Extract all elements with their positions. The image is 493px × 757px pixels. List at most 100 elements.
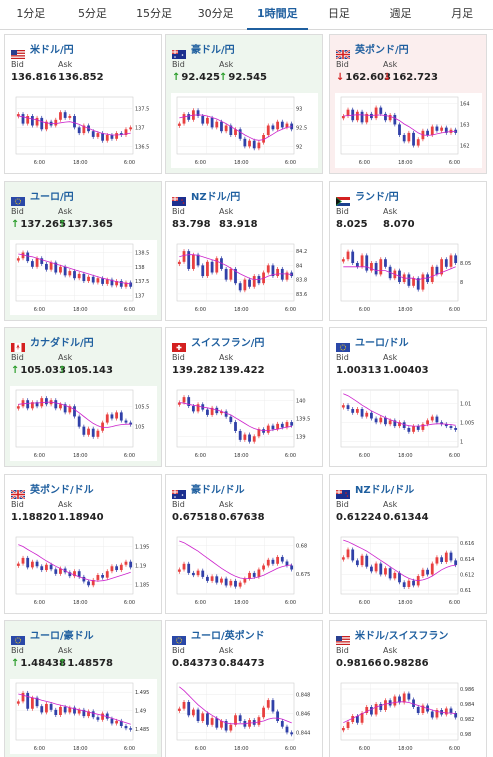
price-chart[interactable]: 105.5 105 6:00 18:00 6:00 xyxy=(10,386,157,461)
tab-8[interactable]: 月足 xyxy=(451,7,474,20)
candle-body xyxy=(355,111,359,121)
candle-body xyxy=(40,117,44,130)
x-tick-label: 6:00 xyxy=(34,453,45,459)
ask-label: Ask xyxy=(58,646,73,655)
candle-body xyxy=(177,123,181,126)
y-tick-label: 137.5 xyxy=(135,106,149,112)
candle-body xyxy=(45,564,48,571)
quote-card[interactable]: 英ポンド/円 Bid Ask ↓162.603 ↓162.723 164 163 162 6:0… xyxy=(329,34,487,174)
candle-body xyxy=(365,113,369,123)
candle-body xyxy=(407,274,411,286)
ask-label: Ask xyxy=(219,60,234,69)
bid-price: 1.00313 xyxy=(336,365,382,376)
candle-body xyxy=(430,563,434,575)
price-chart[interactable]: 0.68 0.675 6:00 18:00 6:00 xyxy=(171,533,318,608)
pair-name-link[interactable]: ユーロ/豪ドル xyxy=(30,631,94,642)
candle-body xyxy=(252,436,256,442)
quote-card[interactable]: 米ドル/スイスフラン Bid Ask 0.98166 0.98286 0.986 0.984… xyxy=(329,620,487,757)
pair-name-link[interactable]: NZドル/円 xyxy=(191,192,241,203)
pair-name-link[interactable]: ユーロ/ドル xyxy=(355,338,409,349)
pair-name-link[interactable]: ユーロ/英ポンド xyxy=(191,631,265,642)
tab-3[interactable]: 15分足 xyxy=(136,7,173,20)
pair-name-link[interactable]: 英ポンド/ドル xyxy=(30,485,94,496)
price-chart[interactable]: 0.986 0.984 0.982 0.98 6:00 18:00 6:00 xyxy=(335,679,482,754)
pair-name-link[interactable]: 豪ドル/ドル xyxy=(191,485,245,496)
price-chart[interactable]: 0.616 0.614 0.612 0.61 6:00 18:00 6:00 xyxy=(335,533,482,608)
candle-body xyxy=(407,132,411,142)
price-chart[interactable]: 1.01 1.005 1 6:00 18:00 6:00 xyxy=(335,386,482,461)
quote-card[interactable]: 豪ドル/ドル Bid Ask 0.67518 0.67638 0.68 0.675 6:00 1… xyxy=(165,474,323,614)
x-tick-label: 18:00 xyxy=(398,307,412,313)
price-chart[interactable]: 93 92.5 92 6:00 18:00 6:00 xyxy=(171,93,318,168)
bid-value: 1.18820 xyxy=(11,512,57,523)
quote-card[interactable]: NZドル/ドル Bid Ask 0.61224 0.61344 0.616 0.614 0.6… xyxy=(329,474,487,614)
quote-card[interactable]: スイスフラン/円 Bid Ask 139.282 139.422 140 139.5 139 6… xyxy=(165,327,323,467)
candle-body xyxy=(402,422,406,428)
quote-card[interactable]: ユーロ/ドル Bid Ask 1.00313 1.00403 1.01 1.005 1 6:00… xyxy=(329,327,487,467)
pair-name-link[interactable]: 英ポンド/円 xyxy=(355,45,409,56)
tab-5[interactable]: 1時間足 xyxy=(246,0,309,30)
quote-card[interactable]: ユーロ/英ポンド Bid Ask 0.84373 0.84473 0.848 0.846 0.… xyxy=(165,620,323,757)
pair-name-link[interactable]: スイスフラン/円 xyxy=(191,338,265,349)
x-tick-label: 18:00 xyxy=(234,453,248,459)
candle-body xyxy=(379,417,383,423)
candle-body xyxy=(276,556,280,564)
pair-name-link[interactable]: ランド/円 xyxy=(355,192,399,203)
pair-name-link[interactable]: ユーロ/円 xyxy=(30,192,74,203)
candle-body xyxy=(280,423,284,428)
candle-body xyxy=(398,124,401,135)
quote-card[interactable]: 米ドル/円 Bid Ask 136.816 136.852 137.5 137 136.5 6:… xyxy=(4,34,162,174)
price-chart[interactable]: 8.05 8 6:00 18:00 6:00 xyxy=(335,240,482,315)
eu-uk-flag-icon xyxy=(172,630,186,645)
x-tick-label: 6:00 xyxy=(285,307,296,313)
y-tick-label: 0.98 xyxy=(460,732,471,738)
quote-card[interactable]: ユーロ/円 Bid Ask ↑137.265 ↑137.365 138.5 138 137.5… xyxy=(4,181,162,321)
moving-average-line xyxy=(179,114,292,141)
candlestick-chart: 0.986 0.984 0.982 0.98 6:00 18:00 6:00 xyxy=(340,682,474,752)
candle-body xyxy=(16,258,20,261)
tab-6[interactable]: 日足 xyxy=(327,7,350,20)
tab-2[interactable]: 5分足 xyxy=(77,7,107,20)
x-tick-label: 6:00 xyxy=(359,746,370,752)
candle-body xyxy=(54,569,58,574)
price-chart[interactable]: 1.495 1.49 1.485 6:00 18:00 6:00 xyxy=(10,679,157,754)
pair-name-link[interactable]: カナダドル/円 xyxy=(30,338,94,349)
moving-average-line xyxy=(18,544,131,582)
candle-body xyxy=(191,406,195,412)
tab-4[interactable]: 30分足 xyxy=(197,7,234,20)
candle-body xyxy=(449,552,453,561)
pair-name-link[interactable]: 豪ドル/円 xyxy=(191,45,235,56)
candle-body xyxy=(54,119,58,126)
price-chart[interactable]: 140 139.5 139 6:00 18:00 6:00 xyxy=(171,386,318,461)
tab-7[interactable]: 週足 xyxy=(389,7,412,20)
pair-name-link[interactable]: 米ドル/円 xyxy=(30,45,74,56)
price-chart[interactable]: 84.2 84 83.8 83.6 6:00 18:00 6:00 xyxy=(171,240,318,315)
quote-card[interactable]: 英ポンド/ドル Bid Ask 1.18820 1.18940 1.195 1.19 1.18… xyxy=(4,474,162,614)
bid-label: Bid xyxy=(172,500,185,509)
quote-card[interactable]: 豪ドル/円 Bid Ask ↑92.425 ↑92.545 93 92.5 92 6:00 18:… xyxy=(165,34,323,174)
tab-1[interactable]: 1分足 xyxy=(16,7,46,20)
quote-card[interactable]: カナダドル/円 Bid Ask ↑105.033 ↑105.143 105.5 105 6:0… xyxy=(4,327,162,467)
candle-body xyxy=(35,697,39,707)
quote-card[interactable]: ランド/円 Bid Ask 8.025 8.070 8.05 8 6:00 18:00 6:00 xyxy=(329,181,487,321)
candle-body xyxy=(280,721,284,727)
quote-card[interactable]: ユーロ/豪ドル Bid Ask ↑1.48438 ↑1.48578 1.495 1.49 1.… xyxy=(4,620,162,757)
price-chart[interactable]: 1.195 1.19 1.185 6:00 18:00 6:00 xyxy=(10,533,157,608)
candle-body xyxy=(30,697,34,709)
pair-name-link[interactable]: 米ドル/スイスフラン xyxy=(355,631,449,642)
price-chart[interactable]: 0.848 0.846 0.844 6:00 18:00 6:00 xyxy=(171,679,318,754)
candle-body xyxy=(384,700,387,710)
candle-body xyxy=(177,261,181,265)
x-tick-label: 18:00 xyxy=(73,746,87,752)
candle-body xyxy=(360,555,364,566)
price-chart[interactable]: 137.5 137 136.5 6:00 18:00 6:00 xyxy=(10,93,157,168)
candle-body xyxy=(87,276,90,282)
x-tick-label: 6:00 xyxy=(124,600,135,606)
ask-value: 0.98286 xyxy=(383,658,429,669)
candle-body xyxy=(77,709,81,714)
price-chart[interactable]: 164 163 162 6:00 18:00 6:00 xyxy=(335,93,482,168)
ask-label: Ask xyxy=(58,60,73,69)
price-chart[interactable]: 138.5 138 137.5 137 6:00 18:00 6:00 xyxy=(10,240,157,315)
pair-name-link[interactable]: NZドル/ドル xyxy=(355,485,415,496)
quote-card[interactable]: NZドル/円 Bid Ask 83.798 83.918 84.2 84 83.8 83.6 6:… xyxy=(165,181,323,321)
